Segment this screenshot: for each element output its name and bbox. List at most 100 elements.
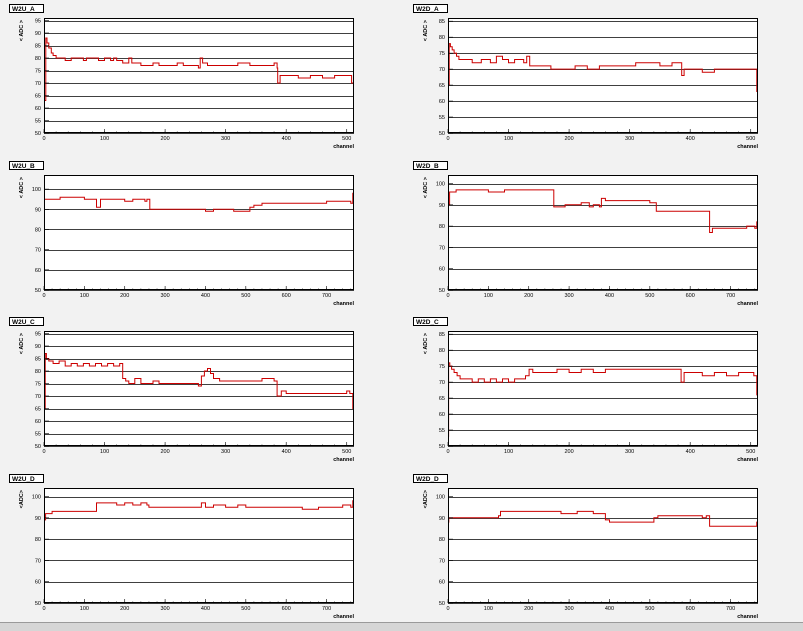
x-tick-label: 100 xyxy=(484,606,493,612)
plot-frame xyxy=(44,18,354,133)
y-axis-label: < ADC > xyxy=(19,20,25,41)
x-tick-label: 400 xyxy=(686,136,695,142)
chart-title: W2U_C xyxy=(12,319,35,326)
series-line xyxy=(448,189,758,233)
y-tick-label: 55 xyxy=(439,115,445,121)
grid-lines xyxy=(448,184,758,291)
chart-title-box: W2U_B xyxy=(9,161,44,170)
y-tick-label: 60 xyxy=(439,412,445,418)
x-tick-label: 0 xyxy=(446,293,449,299)
x-tick-label: 0 xyxy=(446,136,449,142)
chart-title-box: W2U_C xyxy=(9,317,44,326)
series-line xyxy=(448,43,758,92)
x-tick-label: 200 xyxy=(565,136,574,142)
x-tick-label: 300 xyxy=(161,293,170,299)
y-axis-label: < ADC > xyxy=(19,333,25,354)
x-tick-label: 400 xyxy=(605,293,614,299)
y-tick-label: 100 xyxy=(32,495,41,501)
x-tick-label: 300 xyxy=(625,449,634,455)
x-tick-label: 200 xyxy=(161,136,170,142)
x-tick-label: 500 xyxy=(342,136,351,142)
y-tick-label: 70 xyxy=(35,558,41,564)
y-tick-label: 60 xyxy=(439,267,445,273)
grid-lines xyxy=(44,334,354,447)
plot-area xyxy=(44,488,354,603)
y-tick-label: 80 xyxy=(439,537,445,543)
x-tick-label: 700 xyxy=(322,293,331,299)
x-tick-label: 700 xyxy=(726,606,735,612)
x-tick-label: 300 xyxy=(161,606,170,612)
chart-p5: W2U_C 50 55 60 65 70 75 80 85 90 95 0 100 200 300 400 50… xyxy=(9,317,354,463)
y-axis-label: <ADC> xyxy=(423,490,429,508)
chart-title-box: W2D_A xyxy=(413,4,448,13)
plot-panel-w2d-a: W2D_A 50 55 60 65 70 75 80 85 0 100 200 300 400 500 cha… xyxy=(404,0,764,153)
x-axis-label: channel xyxy=(737,144,758,150)
plot-frame xyxy=(448,18,758,133)
x-tick-label: 500 xyxy=(645,606,654,612)
x-tick-label: 200 xyxy=(524,606,533,612)
y-tick-label: 60 xyxy=(35,268,41,274)
y-tick-label: 80 xyxy=(35,537,41,543)
plot-area xyxy=(44,331,354,446)
chart-title-box: W2D_B xyxy=(413,161,448,170)
chart-p2: W2D_A 50 55 60 65 70 75 80 85 0 100 200 300 400 500 cha… xyxy=(413,4,758,150)
y-tick-label: 65 xyxy=(439,83,445,89)
x-tick-label: 400 xyxy=(282,449,291,455)
plot-area xyxy=(448,175,758,290)
grid-lines xyxy=(448,334,758,447)
y-tick-label: 70 xyxy=(35,81,41,87)
chart-title-box: W2U_D xyxy=(9,474,44,483)
chart-title-box: W2D_D xyxy=(413,474,448,483)
y-axis-label: < ADC > xyxy=(423,20,429,41)
series-line xyxy=(44,500,354,521)
y-tick-label: 75 xyxy=(439,364,445,370)
y-axis-label: <ADC> xyxy=(19,490,25,508)
y-tick-label: 50 xyxy=(35,444,41,450)
x-tick-label: 500 xyxy=(241,293,250,299)
x-tick-label: 500 xyxy=(746,136,755,142)
series-line xyxy=(44,192,354,212)
plot-frame xyxy=(448,175,758,290)
x-tick-label: 100 xyxy=(504,136,513,142)
y-tick-label: 70 xyxy=(439,67,445,73)
y-tick-label: 90 xyxy=(35,516,41,522)
y-axis-label: < ADC > xyxy=(423,333,429,354)
y-tick-label: 50 xyxy=(439,444,445,450)
y-tick-label: 80 xyxy=(439,348,445,354)
series-line xyxy=(448,510,758,527)
y-tick-label: 75 xyxy=(35,382,41,388)
y-tick-label: 60 xyxy=(35,580,41,586)
x-tick-label: 200 xyxy=(120,606,129,612)
chart-p6: W2D_C 50 55 60 65 70 75 80 85 0 100 200 300 400 500 cha… xyxy=(413,317,758,463)
x-tick-label: 500 xyxy=(342,449,351,455)
plot-frame xyxy=(44,175,354,290)
grid-lines xyxy=(448,21,758,134)
y-tick-label: 65 xyxy=(439,396,445,402)
y-tick-label: 80 xyxy=(35,369,41,375)
y-tick-label: 100 xyxy=(436,182,445,188)
y-tick-label: 50 xyxy=(35,601,41,607)
x-axis-label: channel xyxy=(333,301,354,307)
y-tick-label: 65 xyxy=(35,407,41,413)
y-tick-label: 70 xyxy=(439,245,445,251)
x-axis-label: channel xyxy=(737,457,758,463)
chart-p3: W2U_B 50 60 70 80 90 100 0 100 200 300 400 500 600 700… xyxy=(9,161,354,307)
grid-lines xyxy=(448,497,758,604)
y-axis-label: < ADC > xyxy=(19,177,25,198)
x-tick-label: 400 xyxy=(605,606,614,612)
x-tick-label: 500 xyxy=(746,449,755,455)
x-tick-label: 100 xyxy=(100,136,109,142)
y-tick-label: 80 xyxy=(439,224,445,230)
y-tick-label: 85 xyxy=(35,357,41,363)
series-line xyxy=(44,37,354,101)
y-tick-label: 85 xyxy=(439,19,445,25)
y-tick-label: 50 xyxy=(439,288,445,294)
x-tick-label: 700 xyxy=(322,606,331,612)
chart-title-box: W2D_C xyxy=(413,317,448,326)
x-tick-label: 300 xyxy=(221,449,230,455)
y-tick-label: 100 xyxy=(32,187,41,193)
x-tick-label: 200 xyxy=(524,293,533,299)
y-tick-label: 85 xyxy=(439,332,445,338)
plot-panel-w2d-d: W2D_D 50 60 70 80 90 100 0 100 200 300 400 500 600 700… xyxy=(404,470,764,623)
x-tick-label: 400 xyxy=(686,449,695,455)
